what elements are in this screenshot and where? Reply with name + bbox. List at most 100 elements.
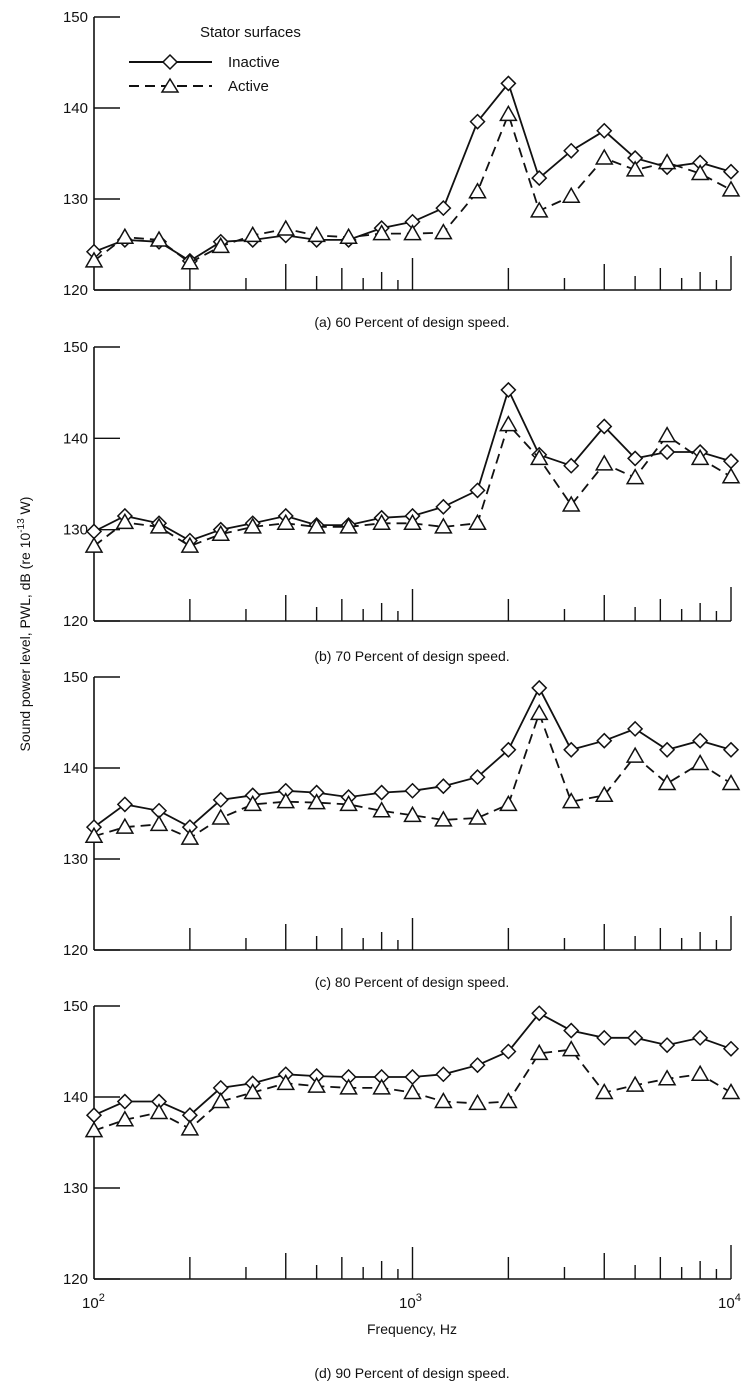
y-tick-label-120: 120	[63, 942, 88, 959]
point-active-200	[180, 253, 200, 270]
x-tick-base: 10	[82, 1295, 99, 1312]
point-active-8000	[690, 448, 710, 466]
point-active-2000	[499, 415, 518, 432]
point-inactive-1600	[469, 769, 486, 786]
y-axis-title-exponent: -13	[16, 518, 27, 533]
series-line-active	[93, 422, 732, 548]
point-active-315	[243, 225, 263, 243]
y-tick-label-150: 150	[63, 669, 88, 686]
point-active-6300	[657, 426, 677, 443]
x-tick-base: 10	[399, 1295, 416, 1312]
point-inactive-3150	[563, 142, 580, 159]
point-active-160	[149, 517, 169, 534]
x-tick-base: 10	[718, 1295, 735, 1312]
point-inactive-1600	[469, 1057, 486, 1074]
x-tick-labels: 102 103 104	[82, 1292, 741, 1312]
point-inactive-2500	[531, 1005, 548, 1022]
point-active-5000	[625, 1075, 645, 1092]
point-active-125	[115, 817, 135, 834]
chart-panel-2: 120 130 140 150 (c) 80 Percent of design spe…	[63, 669, 741, 990]
point-active-500	[307, 793, 326, 810]
point-active-10000	[721, 467, 741, 484]
point-active-1600	[468, 182, 487, 199]
point-inactive-2000	[500, 75, 517, 92]
y-tick-label-150: 150	[63, 9, 88, 26]
y-tick-label-120: 120	[63, 613, 88, 630]
y-axis-title: Sound power level, PWL, dB (re 10-13 W)	[16, 497, 33, 752]
point-inactive-100	[85, 523, 103, 540]
point-active-4000	[594, 454, 614, 471]
point-active-200	[180, 828, 200, 845]
point-active-1250	[434, 810, 453, 827]
point-active-4000	[594, 785, 614, 803]
y-axis-title-main: Sound power level, PWL, dB (re 10	[17, 533, 33, 752]
point-active-6300	[657, 773, 677, 791]
point-active-3150	[561, 186, 581, 204]
point-active-125	[115, 512, 135, 530]
legend-label-inactive: Inactive	[228, 54, 280, 71]
point-active-160	[149, 230, 169, 247]
point-active-2500	[529, 1043, 549, 1061]
point-active-250	[211, 1092, 231, 1109]
point-active-2000	[499, 104, 518, 122]
point-inactive-4000	[596, 418, 613, 435]
point-active-400	[276, 792, 296, 809]
point-active-5000	[625, 468, 645, 485]
x-tick-label-10000: 104	[718, 1292, 741, 1312]
legend-marker-active	[160, 77, 180, 93]
point-active-5000	[625, 746, 645, 763]
point-active-1000	[403, 224, 422, 241]
point-inactive-1600	[469, 113, 486, 130]
point-active-4000	[594, 1082, 614, 1100]
point-active-800	[372, 1078, 391, 1095]
y-axis-title-end: W)	[17, 497, 33, 519]
point-inactive-1250	[435, 778, 452, 795]
point-active-500	[307, 225, 326, 243]
point-inactive-6300	[659, 741, 676, 758]
legend-label-active: Active	[228, 78, 269, 95]
point-active-1000	[403, 805, 422, 823]
y-tick-label-140: 140	[63, 760, 88, 777]
point-active-630	[339, 794, 358, 812]
y-tick-label-150: 150	[63, 339, 88, 356]
point-active-500	[307, 517, 326, 534]
point-active-250	[211, 524, 231, 541]
point-active-630	[339, 1078, 358, 1095]
point-inactive-800	[373, 784, 390, 801]
series-line-active	[93, 710, 732, 840]
point-active-100	[84, 1121, 104, 1138]
point-active-160	[149, 1102, 169, 1120]
point-active-10000	[721, 1082, 741, 1100]
point-inactive-1000	[404, 1068, 421, 1086]
y-tick-label-150: 150	[63, 998, 88, 1015]
y-tick-label-120: 120	[63, 1271, 88, 1288]
point-inactive-1000	[404, 782, 421, 799]
panel-caption: (b) 70 Percent of design speed.	[314, 648, 509, 664]
point-active-6300	[657, 1069, 677, 1086]
point-inactive-10000	[722, 741, 740, 758]
point-active-3150	[561, 1040, 581, 1057]
point-active-3150	[561, 792, 581, 809]
point-inactive-5000	[627, 1029, 644, 1046]
chart-panel-1: 120 130 140 150 (b) 70 Percent of design spe…	[63, 339, 741, 664]
point-active-1000	[403, 513, 422, 531]
point-active-1250	[434, 1092, 453, 1109]
point-active-1600	[468, 808, 487, 825]
point-inactive-10000	[722, 453, 740, 470]
point-active-125	[115, 227, 135, 244]
point-active-4000	[594, 148, 614, 165]
panel-caption: (a) 60 Percent of design speed.	[314, 314, 509, 330]
point-inactive-100	[85, 1107, 103, 1124]
point-inactive-1600	[469, 482, 486, 499]
point-active-10000	[721, 180, 741, 197]
point-active-315	[243, 517, 263, 534]
point-inactive-2000	[500, 381, 517, 398]
point-active-8000	[690, 164, 710, 181]
point-active-250	[211, 808, 231, 825]
point-active-2500	[529, 201, 549, 218]
point-active-2000	[499, 794, 518, 812]
point-active-3150	[561, 495, 581, 512]
x-tick-exp: 4	[735, 1292, 741, 1304]
point-inactive-5000	[627, 450, 644, 467]
